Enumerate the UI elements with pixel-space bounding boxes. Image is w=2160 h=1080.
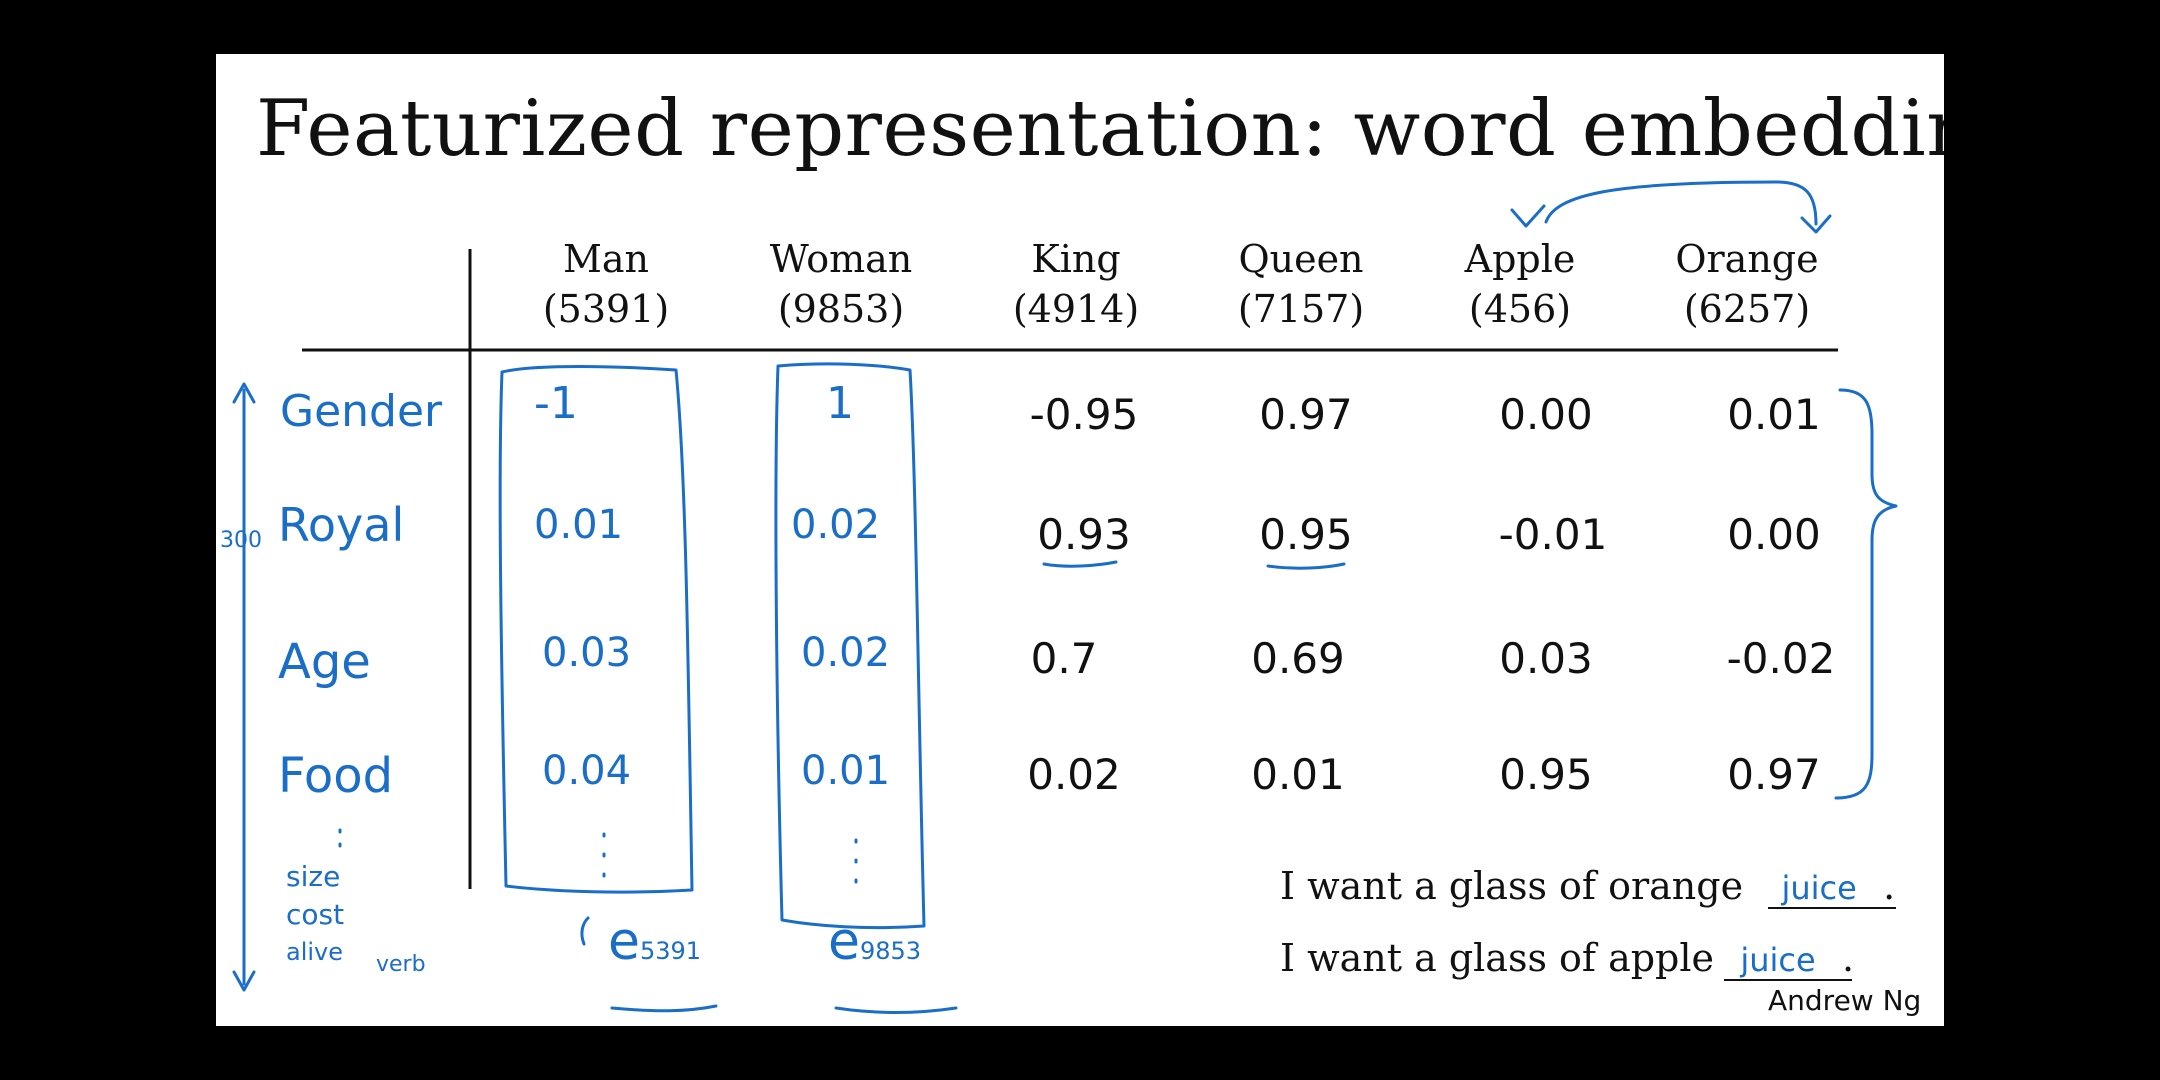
cell-woman-food: 0.01 — [801, 748, 891, 794]
cell-man-royal: 0.01 — [534, 502, 624, 548]
king-royal-underline — [1042, 560, 1118, 568]
vector-subscript: 5391 — [640, 937, 702, 965]
column-word: King — [1031, 237, 1121, 281]
relation-arrow — [1544, 180, 1818, 226]
man-label-underline — [610, 1004, 718, 1013]
sentence-orange: I want a glass of orange juice. — [1280, 864, 1895, 908]
cell-queen-age: 0.69 — [1251, 634, 1345, 683]
column-index: (7157) — [1237, 287, 1365, 331]
arrow-head-left-icon — [1510, 204, 1546, 228]
column-header-apple: Apple (456) — [1410, 234, 1630, 334]
arrow-up-icon — [232, 382, 256, 404]
column-header-orange: Orange (6257) — [1637, 234, 1857, 334]
sentence-apple: I want a glass of apple juice. — [1280, 936, 1854, 980]
vector-subscript: 9853 — [860, 937, 922, 965]
extra-feature-alive: alive — [286, 938, 344, 966]
feature-label-gender: Gender — [280, 386, 443, 437]
author-credit: Andrew Ng — [1768, 984, 1922, 1017]
cell-man-age: 0.03 — [542, 630, 632, 676]
cell-apple-royal: -0.01 — [1498, 510, 1608, 559]
cell-orange-food: 0.97 — [1727, 750, 1821, 799]
cell-apple-gender: 0.00 — [1499, 390, 1593, 439]
column-index: (6257) — [1683, 287, 1811, 331]
queen-royal-underline — [1266, 562, 1346, 570]
sentence-text: I want a glass of orange — [1280, 864, 1744, 908]
column-word: Orange — [1675, 237, 1819, 281]
cell-woman-royal: 0.02 — [791, 502, 881, 548]
vector-symbol: e — [608, 912, 640, 972]
extra-feature-cost: cost — [286, 898, 345, 931]
extra-feature-size: size — [286, 860, 341, 893]
column-header-king: King (4914) — [966, 234, 1186, 334]
vector-label-woman: e9853 — [828, 912, 921, 972]
cell-orange-gender: 0.01 — [1727, 390, 1821, 439]
vector-symbol: e — [828, 912, 860, 972]
arrow-head-right-icon — [1800, 214, 1832, 234]
column-index: (456) — [1468, 287, 1572, 331]
column-header-man: Man (5391) — [496, 234, 716, 334]
ink-layer — [232, 180, 1898, 1014]
column-index: (5391) — [542, 287, 670, 331]
slide-title: Featurized representation: word embeddin… — [256, 84, 1944, 174]
sentence-end: . — [1883, 864, 1896, 908]
slide: Featurized representation: word embeddin… — [216, 54, 1944, 1026]
arrow-down-icon — [232, 970, 256, 992]
cell-apple-food: 0.95 — [1499, 750, 1593, 799]
column-word: Queen — [1238, 237, 1364, 281]
column-header-queen: Queen (7157) — [1191, 234, 1411, 334]
cell-king-age: 0.7 — [1030, 634, 1098, 683]
column-word: Apple — [1464, 237, 1576, 281]
column-index: (9853) — [777, 287, 905, 331]
column-index: (4914) — [1012, 287, 1140, 331]
feature-label-age: Age — [278, 634, 371, 690]
man-vector-box — [498, 365, 694, 894]
sentence-blank: juice — [1781, 869, 1857, 907]
cell-king-food: 0.02 — [1027, 750, 1121, 799]
cell-man-gender: -1 — [534, 378, 578, 429]
vector-label-man: e5391 — [608, 912, 701, 972]
right-brace — [1834, 388, 1898, 800]
cell-woman-age: 0.02 — [801, 630, 891, 676]
column-word: Man — [562, 237, 650, 281]
extra-feature-verb: verb — [376, 952, 426, 977]
column-word: Woman — [769, 237, 913, 281]
feature-label-food: Food — [278, 748, 394, 804]
feature-label-royal: Royal — [278, 498, 405, 552]
cell-queen-gender: 0.97 — [1259, 390, 1353, 439]
cell-queen-food: 0.01 — [1251, 750, 1345, 799]
cell-orange-age: -0.02 — [1726, 634, 1836, 683]
woman-label-underline — [834, 1006, 958, 1014]
man-label-bracket — [580, 916, 590, 946]
cell-king-royal: 0.93 — [1037, 510, 1131, 559]
sentence-end: . — [1842, 936, 1855, 980]
cell-man-food: 0.04 — [542, 748, 632, 794]
cell-apple-age: 0.03 — [1499, 634, 1593, 683]
cell-woman-gender: 1 — [826, 378, 854, 429]
cell-orange-royal: 0.00 — [1727, 510, 1821, 559]
sentence-blank: juice — [1740, 941, 1816, 979]
column-header-woman: Woman (9853) — [731, 234, 951, 334]
woman-vector-box — [774, 362, 926, 930]
cell-king-gender: -0.95 — [1029, 390, 1139, 439]
cell-queen-royal: 0.95 — [1259, 510, 1353, 559]
sentence-text: I want a glass of apple — [1280, 936, 1715, 980]
dimension-note: 300 — [220, 528, 262, 553]
